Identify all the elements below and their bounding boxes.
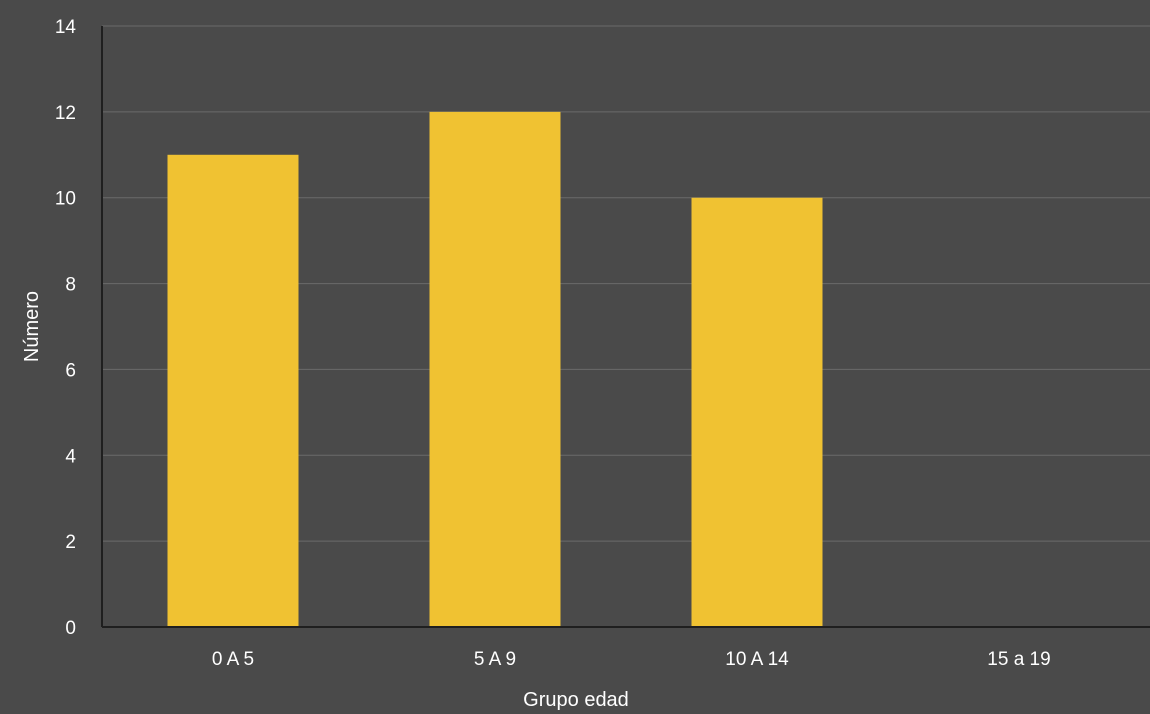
y-tick-label: 14 — [55, 17, 77, 38]
x-axis-title: Grupo edad — [523, 689, 629, 711]
x-tick-labels: 0 A 5 5 A 9 10 A 14 15 a 19 — [212, 649, 1051, 670]
x-tick-label: 5 A 9 — [474, 649, 516, 670]
y-tick-labels: 0 2 4 6 8 10 12 14 — [55, 17, 77, 639]
bar — [167, 154, 299, 628]
x-tick-label: 0 A 5 — [212, 649, 254, 670]
y-tick-label: 4 — [65, 446, 76, 467]
y-tick-label: 6 — [65, 360, 76, 381]
y-tick-label: 8 — [65, 275, 76, 296]
y-tick-label: 12 — [55, 103, 76, 124]
x-tick-label: 10 A 14 — [725, 649, 789, 670]
y-axis-title: Número — [21, 291, 43, 362]
y-tick-label: 10 — [55, 189, 76, 210]
axes — [101, 26, 1150, 628]
bars — [167, 111, 823, 628]
y-tick-label: 2 — [65, 532, 76, 553]
x-tick-label: 15 a 19 — [987, 649, 1050, 670]
bar — [691, 197, 823, 627]
bar — [429, 111, 561, 628]
y-tick-label: 0 — [65, 618, 76, 639]
